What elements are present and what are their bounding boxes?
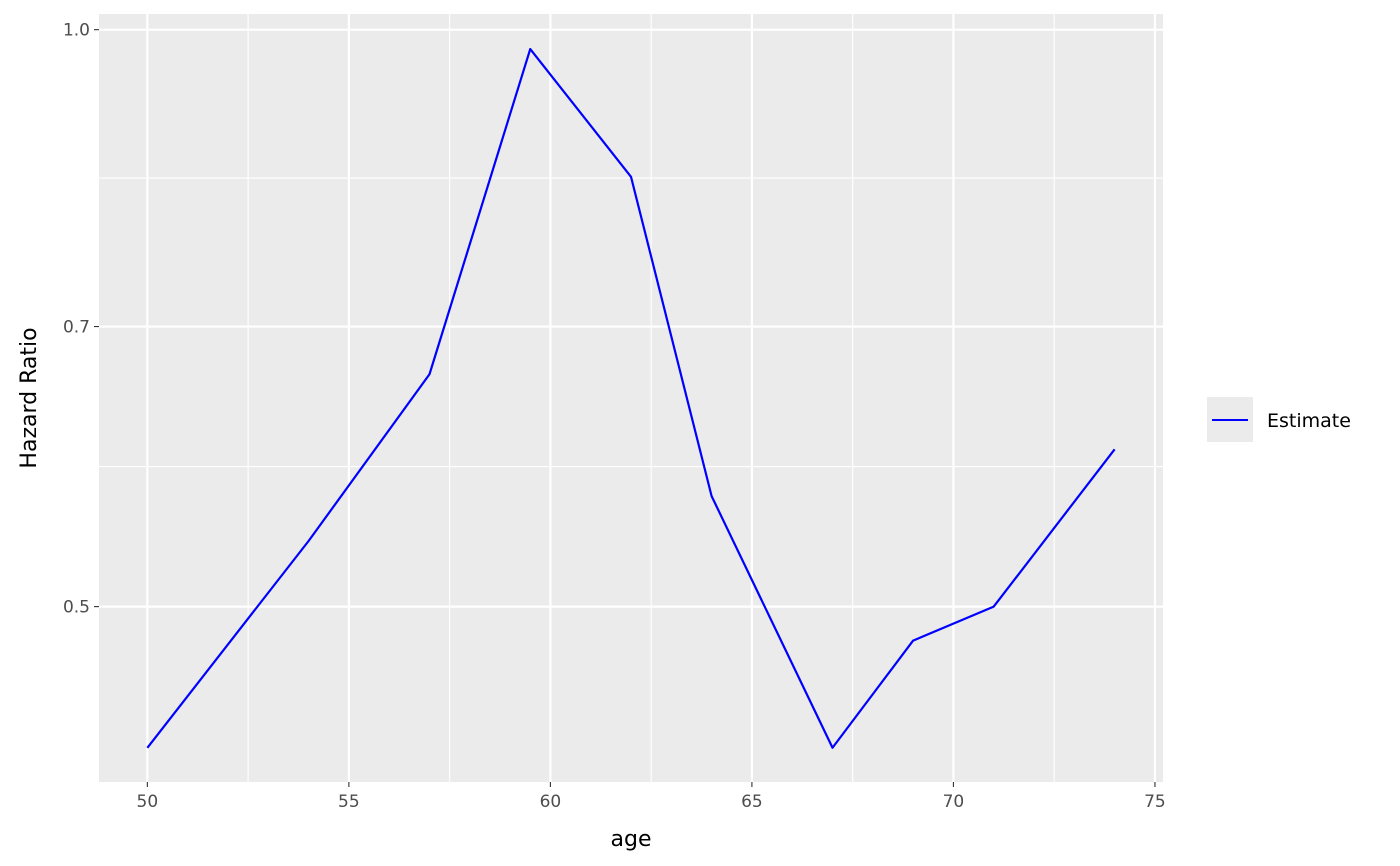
x-tick-label: 55 xyxy=(338,792,360,812)
x-axis-label: age xyxy=(611,827,652,852)
x-tick-label: 50 xyxy=(137,792,159,812)
y-tick-label: 1.0 xyxy=(63,21,90,41)
legend-label: Estimate xyxy=(1267,410,1351,432)
y-axis-label: Hazard Ratio xyxy=(17,327,42,468)
legend: Estimate xyxy=(1207,397,1351,442)
x-tick-label: 65 xyxy=(741,792,763,812)
series-line-estimate xyxy=(146,47,1116,749)
y-tick-label: 0.5 xyxy=(63,598,90,618)
plot-panel xyxy=(99,14,1163,782)
x-tick-label: 70 xyxy=(943,792,965,812)
axes: 50 55 60 65 70 75 0.5 0.7 1.0 xyxy=(63,21,1166,812)
x-tick-label: 75 xyxy=(1144,792,1166,812)
series-layer xyxy=(146,47,1116,749)
x-tick-label: 60 xyxy=(540,792,562,812)
gridlines xyxy=(99,14,1163,782)
y-tick-label: 0.7 xyxy=(63,318,90,338)
